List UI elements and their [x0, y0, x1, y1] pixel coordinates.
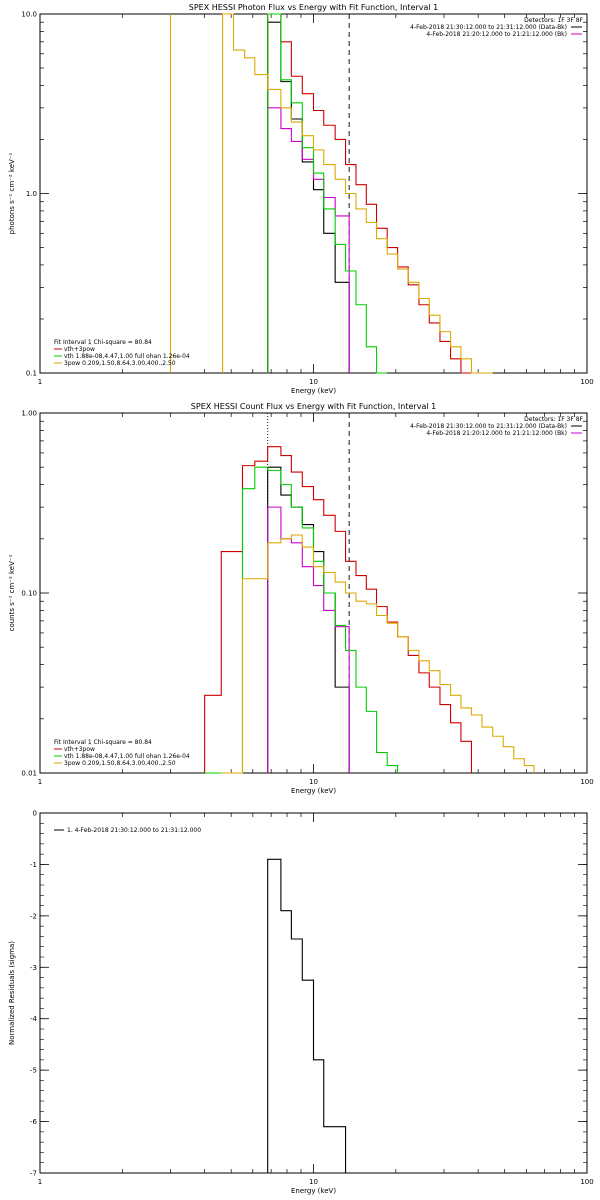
series-5-line — [221, 534, 535, 774]
series-3-line — [204, 446, 472, 773]
detectors-label: Detectors: 1F 3F 8F — [524, 416, 583, 423]
y-axis-label: counts s⁻¹ cm⁻² keV⁻¹ — [8, 554, 16, 631]
plot-frame — [39, 412, 588, 774]
plot-frame — [39, 13, 588, 374]
y-tick-label: 0.10 — [21, 590, 37, 598]
legend-entry-text: 3pow 0.209,1.50,8.64,3.00,400.,2.50 — [64, 360, 176, 367]
chart-panel-3: 1 10 100 0 -1 -2 -3 -4 -5 -6 -7 Energy (keV) Normali… — [8, 810, 594, 1196]
legend-entry-text: vth 1.88e-08,4.47,1.00 full ohan 1.26e-0… — [64, 353, 190, 360]
legend-entry-text: 3pow 0.209,1.50,8.64,3.00,400.,2.50 — [64, 760, 176, 767]
series-1-line — [267, 466, 350, 773]
series-1-line — [267, 858, 347, 1173]
y-tick-label: -2 — [30, 912, 37, 920]
legend-entry-text: vth 1.88e-08,4.47,1.00 full ohan 1.26e-0… — [64, 753, 190, 760]
x-tick-label: 100 — [580, 1178, 593, 1186]
x-axis-label: Energy (keV) — [291, 1187, 336, 1195]
chart-panel-2: 1 10 100 0.01 0.10 1.00 SPEX HESSI Count Flux … — [8, 402, 594, 795]
y-tick-label: 1.0 — [26, 190, 37, 198]
chart-panel-1: 1 10 100 0.1 1.0 10.0 SPEX HESSI Photon Flux v… — [8, 3, 594, 395]
legend-entry-text: 4-Feb-2018 21:20:12.000 to 21:21:12.000 … — [426, 31, 567, 38]
fit-interval-label: Fit Interval 1 Chi-square = 80.84 — [54, 339, 152, 346]
series-4-line — [267, 13, 388, 374]
y-tick-label: 1.00 — [21, 410, 37, 418]
detectors-label: Detectors: 1F 3F 8F — [524, 17, 583, 24]
y-tick-label: -6 — [30, 1118, 38, 1126]
chart-title: SPEX HESSI Count Flux vs Energy with Fit… — [191, 402, 436, 411]
series-3-line — [267, 13, 472, 374]
x-axis-label: Energy (keV) — [291, 387, 336, 395]
y-tick-label: 0.1 — [26, 370, 37, 378]
x-tick-label: 1 — [38, 778, 42, 786]
legend-entry-text: vth+3pow — [64, 746, 95, 753]
y-axis-label: Normalized Residuals (sigma) — [8, 941, 16, 1045]
y-axis-label: photons s⁻¹ cm⁻² keV⁻¹ — [8, 152, 16, 234]
series-4-line — [204, 466, 399, 774]
legend-entry-text: vth+3pow — [64, 346, 95, 353]
y-tick-label: -1 — [30, 861, 37, 869]
fit-interval-label: Fit Interval 1 Chi-square = 80.84 — [54, 739, 152, 746]
y-tick-label: -4 — [30, 1015, 38, 1023]
y-tick-label: 10.0 — [21, 11, 37, 19]
x-tick-label: 100 — [580, 778, 593, 786]
x-axis-label: Energy (keV) — [291, 787, 336, 795]
legend-entry-text: 4-Feb-2018 21:20:12.000 to 21:21:12.000 … — [426, 430, 567, 437]
y-tick-label: -7 — [30, 1170, 37, 1178]
x-tick-label: 10 — [309, 1178, 318, 1186]
legend-entry-text: 1. 4-Feb-2018 21:30:12.000 to 21:31:12.0… — [67, 827, 201, 834]
series-1-line — [267, 21, 350, 373]
x-tick-label: 1 — [38, 1178, 42, 1186]
y-tick-label: 0.01 — [21, 770, 37, 778]
series-5-line — [221, 13, 493, 374]
x-tick-label: 100 — [580, 378, 593, 386]
legend-entry-text: 4-Feb-2018 21:30:12.000 to 21:31:12.000 … — [410, 423, 567, 430]
legend-entry-text: 4-Feb-2018 21:30:12.000 to 21:31:12.000 … — [410, 24, 567, 31]
y-tick-label: -3 — [30, 964, 37, 972]
chart-title: SPEX HESSI Photon Flux vs Energy with Fi… — [189, 3, 439, 12]
x-tick-label: 10 — [309, 378, 318, 386]
x-tick-label: 10 — [309, 778, 318, 786]
y-tick-label: -5 — [30, 1067, 37, 1075]
x-tick-label: 1 — [38, 378, 42, 386]
y-tick-label: 0 — [33, 810, 37, 818]
